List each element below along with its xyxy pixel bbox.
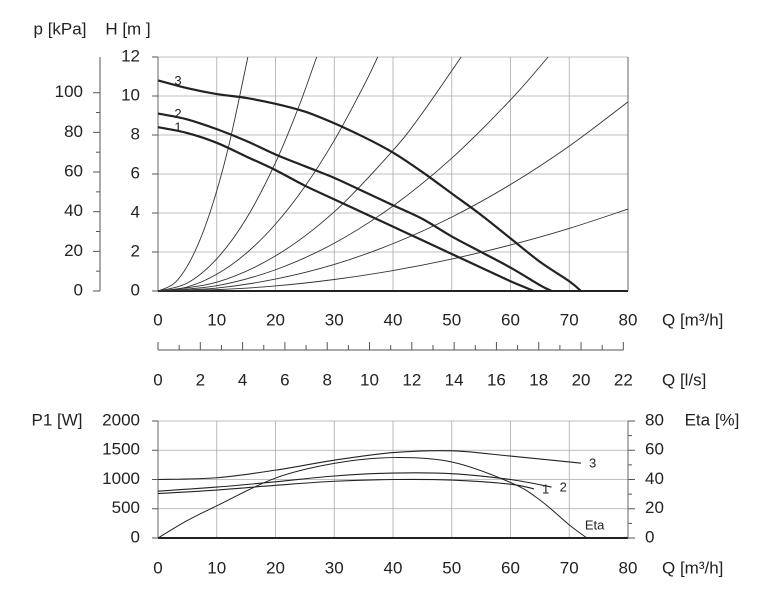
series-line	[157, 126, 535, 293]
x-tick-label: 10	[207, 558, 226, 577]
x2-axis-title: Q [l/s]	[662, 370, 706, 389]
y2-axis-title: Eta [%]	[685, 410, 740, 429]
x-axis-title: Q [m³/h]	[662, 310, 723, 329]
x-tick-label: 0	[153, 558, 162, 577]
x2-tick-label: 2	[196, 370, 205, 389]
x-tick-label: 40	[384, 310, 403, 329]
x2-tick-label: 18	[529, 370, 548, 389]
x-tick-label: 60	[501, 558, 520, 577]
y-tick-label: 10	[121, 85, 140, 104]
y-tick-label: 12	[121, 46, 140, 65]
x2-tick-label: 14	[445, 370, 464, 389]
y-tick-label: 1500	[102, 440, 140, 459]
y2-tick-label: 80	[64, 122, 83, 141]
y2-tick-label: 100	[55, 82, 83, 101]
x-tick-label: 70	[560, 310, 579, 329]
y-tick-label: 0	[131, 527, 140, 546]
system-curve	[157, 101, 629, 292]
series-line	[157, 79, 582, 292]
series-label: 1	[174, 120, 181, 135]
x-tick-label: 30	[325, 558, 344, 577]
x-tick-label: 40	[384, 558, 403, 577]
x2-tick-label: 20	[572, 370, 591, 389]
system-curve	[157, 56, 249, 292]
y2-axis-title: p [kPa]	[34, 19, 87, 38]
series-line	[157, 457, 588, 539]
x-tick-label: 20	[266, 310, 285, 329]
series-label: 1	[542, 481, 549, 496]
y2-tick-label: 20	[64, 241, 83, 260]
series-label: 2	[560, 480, 567, 495]
series-line	[157, 112, 553, 292]
series-line	[157, 472, 552, 492]
y-tick-label: 8	[131, 124, 140, 143]
y-tick-label: 0	[131, 280, 140, 299]
x-tick-label: 20	[266, 558, 285, 577]
series-label: 3	[589, 456, 596, 471]
y2-tick-label: 20	[645, 498, 664, 517]
y-tick-label: 4	[131, 202, 140, 221]
system-curve	[157, 56, 549, 292]
y2-tick-label: 60	[64, 162, 83, 181]
y-tick-label: 2000	[102, 410, 140, 429]
y-axis-title: H [m ]	[105, 19, 150, 38]
y2-tick-label: 60	[645, 440, 664, 459]
series-label: 2	[174, 106, 181, 121]
y-tick-label: 500	[112, 498, 140, 517]
x2-tick-label: 4	[238, 370, 247, 389]
x2-tick-label: 6	[280, 370, 289, 389]
x-tick-label: 80	[619, 558, 638, 577]
x-tick-label: 50	[442, 558, 461, 577]
x-axis-title: Q [m³/h]	[662, 558, 723, 577]
x-tick-label: 0	[153, 310, 162, 329]
x2-tick-label: 12	[402, 370, 421, 389]
x2-tick-label: 8	[322, 370, 331, 389]
x-tick-label: 70	[560, 558, 579, 577]
series-line	[157, 450, 582, 481]
x-tick-label: 50	[442, 310, 461, 329]
x2-tick-label: 22	[614, 370, 633, 389]
x-tick-label: 30	[325, 310, 344, 329]
y-tick-label: 6	[131, 163, 140, 182]
system-curve	[157, 56, 379, 292]
x2-tick-label: 16	[487, 370, 506, 389]
y2-tick-label: 80	[645, 410, 664, 429]
system-curve	[157, 208, 629, 292]
x-tick-label: 10	[207, 310, 226, 329]
x-tick-label: 80	[619, 310, 638, 329]
y-axis-title: P1 [W]	[31, 410, 82, 429]
y2-tick-label: 0	[645, 527, 654, 546]
series-label: 3	[174, 73, 181, 88]
series-line	[157, 478, 535, 495]
system-curve	[157, 56, 462, 292]
series-label: Eta	[585, 517, 605, 532]
y2-tick-label: 40	[645, 469, 664, 488]
y-tick-label: 2	[131, 241, 140, 260]
x-tick-label: 60	[501, 310, 520, 329]
x2-tick-label: 0	[153, 370, 162, 389]
y-tick-label: 1000	[102, 469, 140, 488]
x2-tick-label: 10	[360, 370, 379, 389]
y2-tick-label: 0	[74, 280, 83, 299]
y2-tick-label: 40	[64, 201, 83, 220]
system-curve	[157, 56, 318, 292]
